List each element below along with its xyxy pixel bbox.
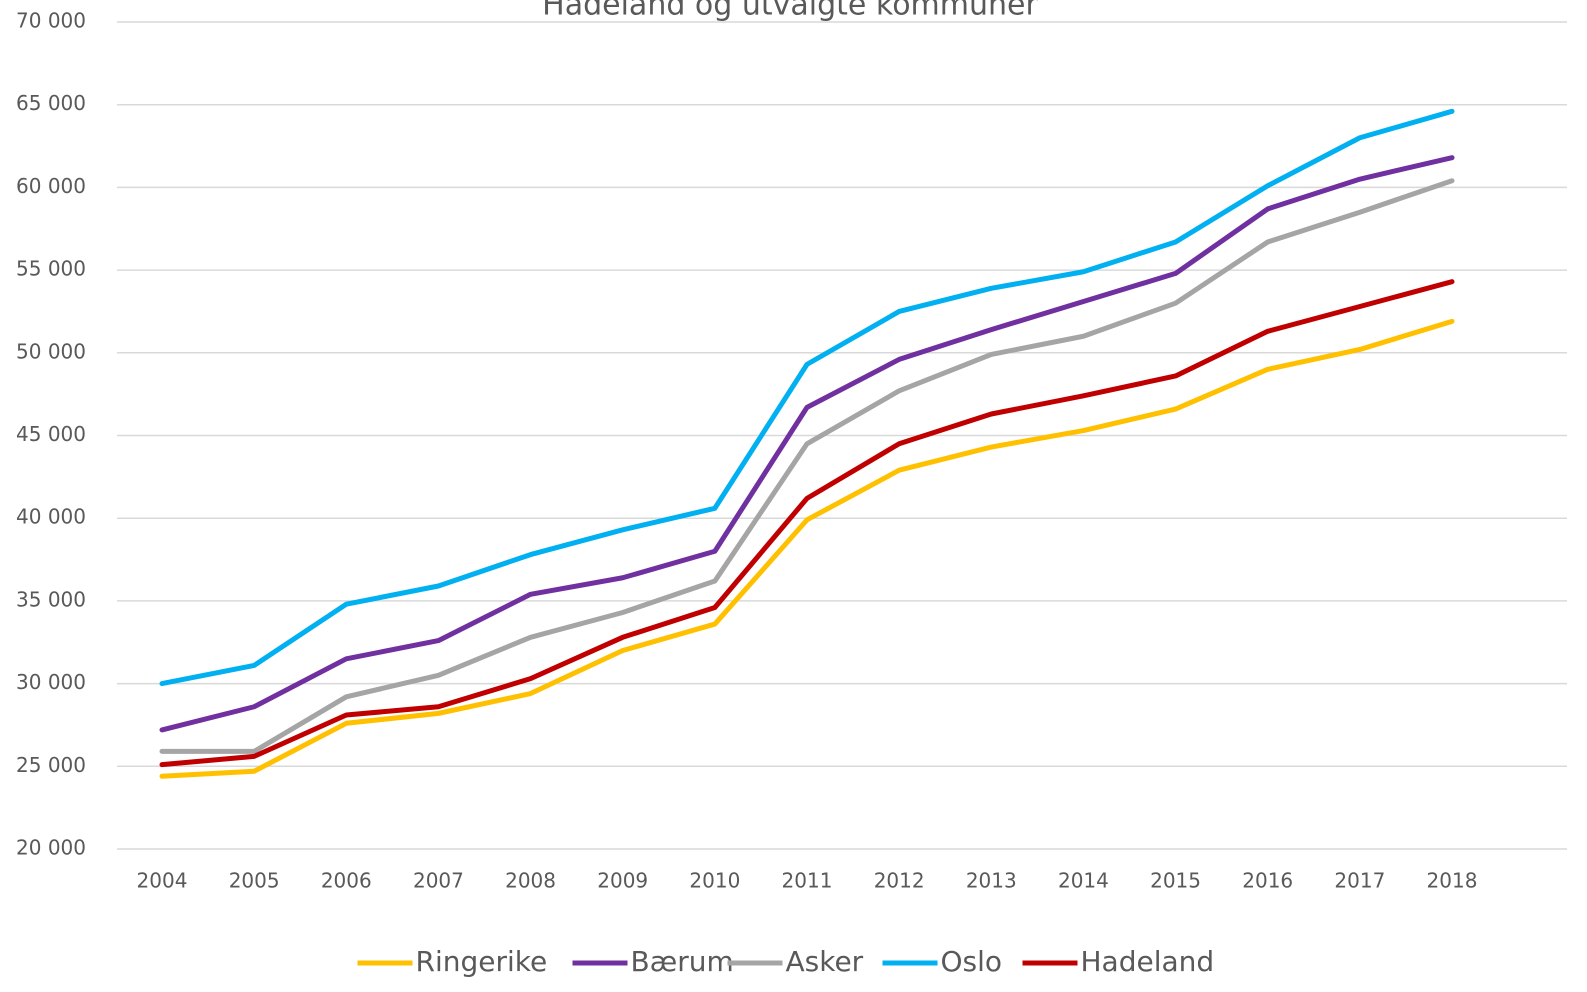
legend-label: Hadeland [1081, 945, 1215, 978]
x-tick-label: 2018 [1427, 869, 1478, 893]
x-tick-label: 2015 [1150, 869, 1201, 893]
y-tick-label: 50 000 [16, 339, 86, 363]
line [159, 155, 1455, 733]
y-tick-label: 45 000 [16, 422, 86, 446]
x-tick-label: 2010 [689, 869, 740, 893]
y-tick-label: 35 000 [16, 587, 86, 611]
legend-label: Bærum [631, 945, 734, 978]
legend-label: Ringerike [416, 945, 548, 978]
line [159, 178, 1455, 754]
line [159, 108, 1455, 687]
x-tick-label: 2007 [413, 869, 464, 893]
x-tick-label: 2008 [505, 869, 556, 893]
x-tick-label: 2014 [1058, 869, 1109, 893]
legend-label: Oslo [941, 945, 1003, 978]
x-tick-label: 2006 [321, 869, 372, 893]
line [159, 279, 1455, 768]
y-tick-label: 55 000 [16, 257, 86, 281]
x-tick-label: 2004 [137, 869, 188, 893]
x-tick-label: 2016 [1242, 869, 1293, 893]
x-tick-label: 2013 [966, 869, 1017, 893]
y-tick-label: 65 000 [16, 91, 86, 115]
y-tick-label: 20 000 [16, 836, 86, 860]
line [159, 318, 1455, 779]
y-tick-label: 30 000 [16, 670, 86, 694]
x-tick-label: 2009 [597, 869, 648, 893]
y-tick-label: 40 000 [16, 505, 86, 529]
x-tick-label: 2005 [229, 869, 280, 893]
x-tick-label: 2011 [782, 869, 833, 893]
x-tick-label: 2017 [1334, 869, 1385, 893]
y-tick-label: 60 000 [16, 174, 86, 198]
x-tick-label: 2012 [874, 869, 925, 893]
y-tick-label: 25 000 [16, 753, 86, 777]
legend-label: Asker [786, 945, 864, 978]
y-tick-label: 70 000 [16, 9, 86, 33]
chart-title: Hadeland og utvalgte kommuner [542, 0, 1038, 23]
